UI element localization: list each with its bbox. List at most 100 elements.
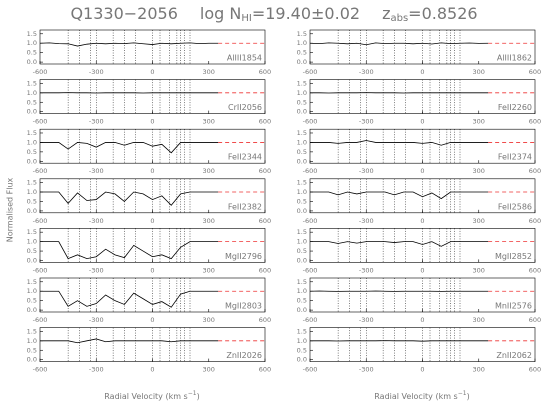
x-tick-label: 300 <box>473 217 485 225</box>
y-tick-label: 1.5 <box>27 129 37 137</box>
x-tick-label: 600 <box>259 118 271 126</box>
x-tick-label: -600 <box>303 167 318 175</box>
x-label-part: ) <box>197 392 200 401</box>
x-tick-label: 300 <box>203 217 215 225</box>
y-tick-label: 0.5 <box>27 197 37 205</box>
x-tick-label: -600 <box>303 316 318 324</box>
y-tick-label: 1.5 <box>27 327 37 335</box>
y-tick-label: 1.0 <box>27 138 37 146</box>
x-tick-label: -300 <box>89 316 104 324</box>
x-tick-label: 0 <box>420 68 424 76</box>
y-tick-label: 0.0 <box>27 306 37 314</box>
y-tick-label: 0.5 <box>27 148 37 156</box>
y-tick-label: 1.0 <box>27 337 37 345</box>
x-tick-label: 300 <box>473 266 485 274</box>
x-tick-label: 600 <box>259 366 271 374</box>
x-tick-label: -600 <box>33 217 48 225</box>
panel-label: FeII2374 <box>498 153 532 162</box>
x-tick-label: 600 <box>259 266 271 274</box>
x-tick-label: 300 <box>203 68 215 76</box>
spectrum <box>310 340 489 342</box>
spectrum <box>310 191 489 200</box>
x-tick-label: 300 <box>473 167 485 175</box>
x-tick-label: 600 <box>529 366 541 374</box>
x-tick-label: -300 <box>359 167 374 175</box>
title-part: Q1330−2056 <box>70 4 177 23</box>
panel-label: FeII2586 <box>498 202 532 211</box>
x-tick-label: 0 <box>420 316 424 324</box>
y-tick-label: 0.0 <box>297 58 307 66</box>
panel-label: MgII2803 <box>225 302 262 311</box>
y-tick-label: 1.5 <box>27 278 37 286</box>
x-tick-label: -600 <box>33 266 48 274</box>
y-tick-label: 1.0 <box>27 238 37 246</box>
spectrum <box>40 338 219 344</box>
x-tick-label: -600 <box>303 68 318 76</box>
x-label-part: Radial Velocity (km s <box>104 392 187 401</box>
y-tick-label: 0.5 <box>297 49 307 57</box>
x-tick-label: 0 <box>420 366 424 374</box>
x-tick-label: -600 <box>303 217 318 225</box>
y-axis-label: Normalised Flux <box>6 177 15 242</box>
x-tick-label: 600 <box>259 217 271 225</box>
y-tick-label: 1.0 <box>27 39 37 47</box>
x-tick-label: 0 <box>420 118 424 126</box>
x-tick-label: -600 <box>303 118 318 126</box>
x-tick-label: 300 <box>473 68 485 76</box>
y-tick-label: 1.5 <box>27 30 37 38</box>
y-tick-label: 1.5 <box>297 179 307 187</box>
y-tick-label: 0.5 <box>27 346 37 354</box>
x-tick-label: -300 <box>359 316 374 324</box>
panel-label: FeII2260 <box>498 103 532 112</box>
x-tick-label: -300 <box>89 217 104 225</box>
y-tick-label: 0.5 <box>297 346 307 354</box>
y-tick-label: 0.5 <box>27 247 37 255</box>
spectrum <box>40 290 219 308</box>
y-tick-label: 1.0 <box>27 89 37 97</box>
spectrum <box>40 191 219 206</box>
x-tick-label: 0 <box>150 167 154 175</box>
x-label-part: Radial Velocity (km s <box>374 392 457 401</box>
x-tick-label: 600 <box>529 118 541 126</box>
x-tick-label: 600 <box>259 316 271 324</box>
x-tick-label: -600 <box>303 266 318 274</box>
y-tick-label: 1.0 <box>297 89 307 97</box>
y-tick-label: 1.5 <box>297 79 307 87</box>
y-tick-label: 1.5 <box>27 179 37 187</box>
spectrum <box>40 142 219 154</box>
x-tick-label: 0 <box>420 167 424 175</box>
x-tick-label: 300 <box>473 316 485 324</box>
title-part: =0.8526 <box>408 4 477 23</box>
y-tick-label: 0.5 <box>297 148 307 156</box>
x-tick-label: 0 <box>150 118 154 126</box>
x-tick-label: -600 <box>33 316 48 324</box>
x-tick-label: 300 <box>473 118 485 126</box>
y-tick-label: 1.0 <box>27 188 37 196</box>
spectrum <box>309 42 489 46</box>
x-label-part: −1 <box>188 390 197 397</box>
y-tick-label: 0.0 <box>27 356 37 364</box>
panel-label: AlIII1854 <box>227 54 262 63</box>
y-tick-label: 0.0 <box>27 207 37 215</box>
x-tick-label: 600 <box>529 217 541 225</box>
x-tick-label: -300 <box>89 167 104 175</box>
y-tick-label: 0.0 <box>27 108 37 116</box>
x-tick-label: 0 <box>150 217 154 225</box>
y-tick-label: 0.5 <box>27 49 37 57</box>
x-tick-label: 0 <box>150 366 154 374</box>
y-tick-label: 0.0 <box>27 157 37 165</box>
x-tick-label: 300 <box>203 118 215 126</box>
x-tick-label: -300 <box>359 118 374 126</box>
y-tick-label: 0.0 <box>27 58 37 66</box>
panel-label: CrII2056 <box>228 103 262 112</box>
title-part: z <box>382 4 390 23</box>
x-tick-label: -300 <box>359 366 374 374</box>
x-tick-label: 300 <box>203 366 215 374</box>
x-tick-label: 300 <box>203 167 215 175</box>
x-tick-label: -300 <box>89 118 104 126</box>
panel-label: FeII2382 <box>228 202 262 211</box>
y-tick-label: 1.0 <box>297 337 307 345</box>
y-tick-label: 1.0 <box>297 238 307 246</box>
y-tick-label: 0.0 <box>297 157 307 165</box>
